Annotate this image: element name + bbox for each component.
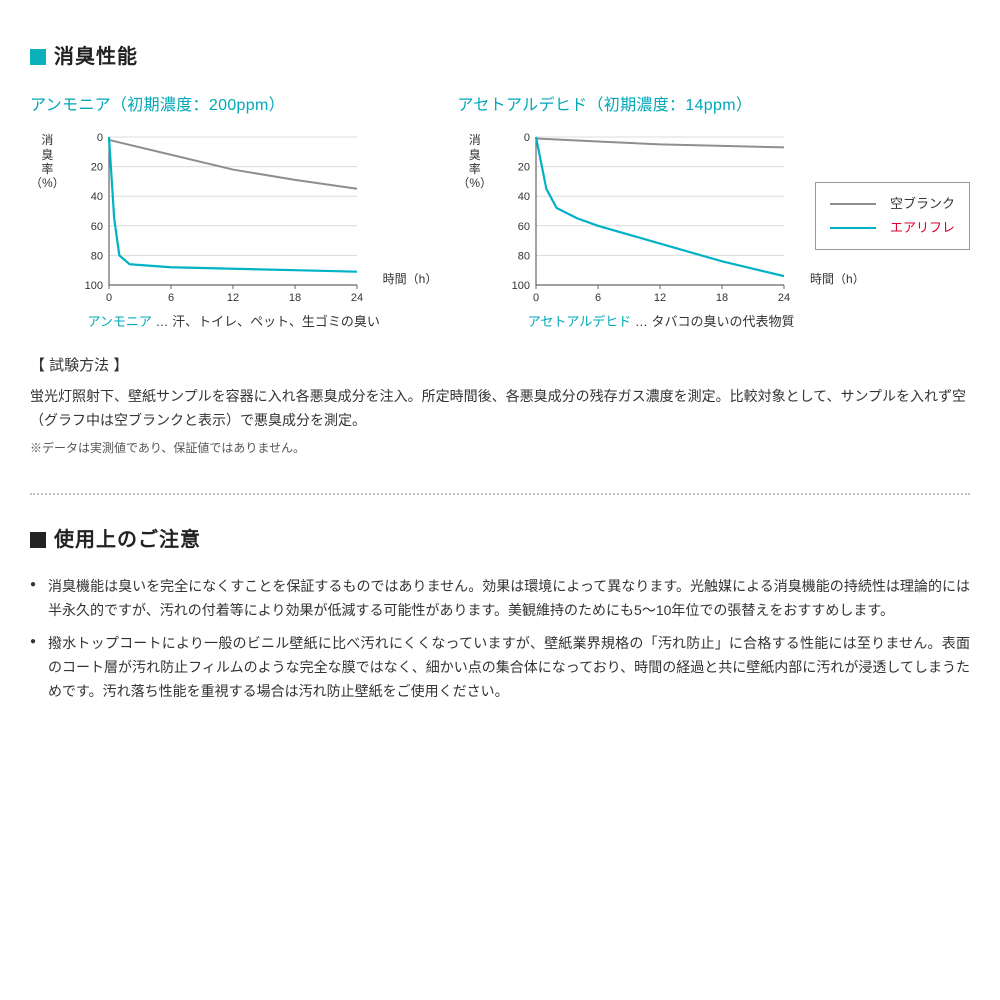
chart2-caption-rest: … タバコの臭いの代表物質 xyxy=(631,314,794,329)
square-marker-icon xyxy=(30,49,46,65)
chart1-svg: 0 20 40 60 80 100 0 6 12 18 24 xyxy=(69,127,379,307)
chart1-x-label: 時間（h） xyxy=(383,269,438,289)
svg-text:80: 80 xyxy=(518,251,530,263)
notes-list: 消臭機能は臭いを完全になくすことを保証するものではありません。効果は環境によって… xyxy=(30,575,970,704)
svg-text:12: 12 xyxy=(654,292,666,304)
method-block: 【 試験方法 】 蛍光灯照射下、壁紙サンプルを容器に入れ各悪臭成分を注入。所定時… xyxy=(30,353,970,458)
legend-product-line xyxy=(830,227,876,229)
svg-text:0: 0 xyxy=(97,132,103,144)
svg-text:0: 0 xyxy=(533,292,539,304)
section2-title: 使用上のご注意 xyxy=(54,523,201,557)
chart2-title: アセトアルデヒド（初期濃度：14ppm） xyxy=(457,92,864,119)
chart1-title: アンモニア（初期濃度：200ppm） xyxy=(30,92,437,119)
note-item: 撥水トップコートにより一般のビニル壁紙に比べ汚れにくくなっていますが、壁紙業界規… xyxy=(30,632,970,703)
svg-text:20: 20 xyxy=(518,162,530,174)
chart1-y-label: 消臭率（%） xyxy=(30,133,65,191)
chart2-y-label: 消臭率（%） xyxy=(457,133,492,191)
method-text: 蛍光灯照射下、壁紙サンプルを容器に入れ各悪臭成分を注入。所定時間後、各悪臭成分の… xyxy=(30,385,970,433)
svg-text:18: 18 xyxy=(289,292,301,304)
chart1-block: アンモニア（初期濃度：200ppm） 消臭率（%） 0 20 40 60 80 100 0 6… xyxy=(30,92,437,333)
svg-text:12: 12 xyxy=(227,292,239,304)
chart2-svg: 02040608010006121824 xyxy=(496,127,806,307)
chart1-caption: アンモニア … 汗、トイレ、ペット、生ゴミの臭い xyxy=(30,311,437,333)
svg-text:20: 20 xyxy=(90,162,102,174)
legend-product-row: エアリフレ xyxy=(830,217,955,239)
method-title: 【 試験方法 】 xyxy=(30,353,970,379)
method-disclaimer: ※データは実測値であり、保証値ではありません。 xyxy=(30,438,970,458)
legend-blank-row: 空ブランク xyxy=(830,193,955,215)
square-marker-icon xyxy=(30,532,46,548)
svg-text:18: 18 xyxy=(716,292,728,304)
svg-text:60: 60 xyxy=(518,221,530,233)
chart1-caption-key: アンモニア xyxy=(87,314,151,329)
legend-product-label: エアリフレ xyxy=(890,217,955,239)
chart2-block: アセトアルデヒド（初期濃度：14ppm） 消臭率（%） 020406080100… xyxy=(457,92,864,333)
svg-text:40: 40 xyxy=(90,191,102,203)
section-divider xyxy=(30,493,970,495)
legend-blank-label: 空ブランク xyxy=(890,193,955,215)
note-item: 消臭機能は臭いを完全になくすことを保証するものではありません。効果は環境によって… xyxy=(30,575,970,623)
chart2-caption: アセトアルデヒド … タバコの臭いの代表物質 xyxy=(457,311,864,333)
chart2-x-label: 時間（h） xyxy=(810,269,865,289)
section2-header: 使用上のご注意 xyxy=(30,523,970,557)
section1-header: 消臭性能 xyxy=(30,40,970,74)
svg-text:40: 40 xyxy=(518,191,530,203)
svg-text:24: 24 xyxy=(351,292,363,304)
svg-text:60: 60 xyxy=(90,221,102,233)
legend-box: 空ブランク エアリフレ xyxy=(815,182,970,250)
svg-text:100: 100 xyxy=(512,280,530,292)
svg-text:0: 0 xyxy=(524,132,530,144)
svg-text:6: 6 xyxy=(595,292,601,304)
chart2-caption-key: アセトアルデヒド xyxy=(528,314,632,329)
svg-text:0: 0 xyxy=(106,292,112,304)
svg-text:24: 24 xyxy=(778,292,790,304)
svg-text:6: 6 xyxy=(168,292,174,304)
legend-blank-line xyxy=(830,203,876,205)
charts-row: アンモニア（初期濃度：200ppm） 消臭率（%） 02040608010006… xyxy=(30,92,970,333)
svg-text:80: 80 xyxy=(90,251,102,263)
section1-title: 消臭性能 xyxy=(54,40,138,74)
chart1-caption-rest: … 汗、トイレ、ペット、生ゴミの臭い xyxy=(152,314,380,329)
svg-text:100: 100 xyxy=(84,280,102,292)
